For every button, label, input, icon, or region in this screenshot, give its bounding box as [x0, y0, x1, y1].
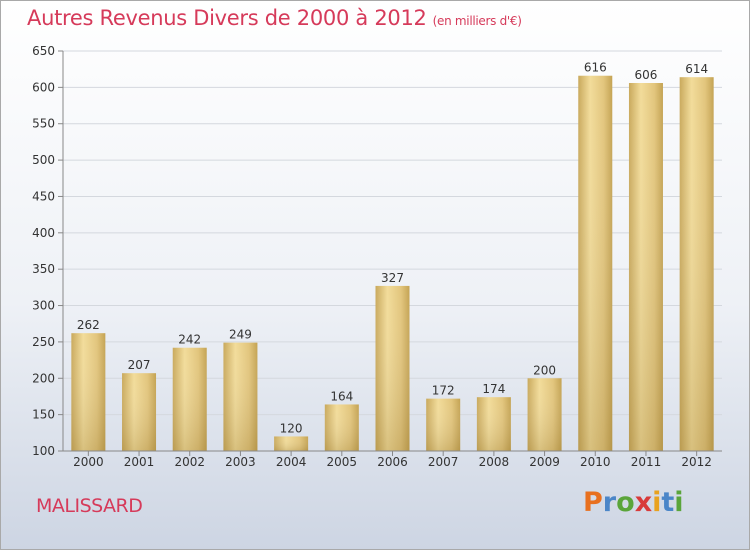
bar-2010: [578, 75, 613, 452]
place-name: MALISSARD: [36, 495, 143, 517]
y-tick-label-400: 400: [32, 226, 55, 240]
bar-shade-2000: [71, 333, 106, 451]
y-tick-label-600: 600: [32, 80, 55, 94]
y-tick-label-200: 200: [32, 371, 55, 385]
bar-shade-2011: [628, 83, 663, 451]
bar-shade-2002: [172, 347, 207, 451]
logo-letter: i: [652, 487, 662, 518]
value-label-2008: 174: [482, 382, 505, 396]
bar-shade-2001: [122, 373, 157, 451]
value-label-2011: 606: [635, 68, 658, 82]
y-tick-label-150: 150: [32, 408, 55, 422]
chart-title: Autres Revenus Divers de 2000 à 2012 (en …: [27, 6, 522, 30]
axis-layer: 100 150 200 250 300 350 400 450 500 550 600 650 2000…: [32, 44, 722, 469]
bar-2002: [172, 347, 207, 451]
bar-2008: [476, 397, 511, 451]
y-tick-label-100: 100: [32, 444, 55, 458]
bar-2011: [628, 83, 663, 451]
x-tick-label-2005: 2005: [327, 455, 358, 469]
bar-shade-2012: [679, 77, 714, 451]
y-tick-label-250: 250: [32, 335, 55, 349]
bar-2005: [324, 404, 359, 451]
bar-2000: [71, 333, 106, 451]
bar-shade-2003: [223, 342, 258, 451]
x-tick-label-2010: 2010: [580, 455, 611, 469]
value-label-2004: 120: [280, 421, 303, 435]
x-tick-label-2003: 2003: [225, 455, 256, 469]
value-label-2010: 616: [584, 61, 607, 75]
x-tick-label-2001: 2001: [124, 455, 155, 469]
logo-letter: t: [661, 487, 675, 518]
y-tick-label-650: 650: [32, 44, 55, 58]
logo-letter: x: [634, 487, 653, 518]
logo-letter: i: [674, 487, 684, 518]
value-label-2007: 172: [432, 384, 455, 398]
proxiti-logo: Proxiti: [583, 487, 684, 518]
value-label-2003: 249: [229, 328, 252, 342]
y-tick-label-350: 350: [32, 262, 55, 276]
bar-shade-2008: [476, 397, 511, 451]
bar-shade-2006: [375, 285, 410, 451]
bar-2007: [426, 398, 461, 451]
value-label-2005: 164: [330, 389, 353, 403]
bar-2009: [527, 378, 562, 451]
x-tick-label-2011: 2011: [631, 455, 662, 469]
x-tick-label-2007: 2007: [428, 455, 459, 469]
value-label-2001: 207: [128, 358, 151, 372]
logo-letter: r: [602, 487, 617, 518]
bar-2004: [274, 436, 309, 451]
y-tick-label-300: 300: [32, 299, 55, 313]
bar-shade-2005: [324, 404, 359, 451]
bar-shade-2010: [578, 75, 613, 452]
bar-2012: [679, 77, 714, 451]
x-tick-label-2012: 2012: [681, 455, 712, 469]
bar-2001: [122, 373, 157, 451]
bar-shade-2007: [426, 398, 461, 451]
x-tick-label-2000: 2000: [73, 455, 104, 469]
y-tick-label-450: 450: [32, 189, 55, 203]
x-tick-label-2002: 2002: [174, 455, 205, 469]
logo-letter: P: [583, 487, 603, 518]
value-label-2000: 262: [77, 318, 100, 332]
y-tick-label-500: 500: [32, 153, 55, 167]
value-label-2002: 242: [178, 333, 201, 347]
x-tick-label-2009: 2009: [529, 455, 560, 469]
x-tick-label-2004: 2004: [276, 455, 307, 469]
bar-shade-2009: [527, 378, 562, 451]
bar-shade-2004: [274, 436, 309, 451]
bar-layer: 262 207 242 249 120 164 327 172 174 200 616 606 614: [71, 61, 714, 452]
value-label-2012: 614: [685, 62, 708, 76]
value-label-2009: 200: [533, 363, 556, 377]
value-label-2006: 327: [381, 271, 404, 285]
bar-2006: [375, 285, 410, 451]
unit-label: (en milliers d'€): [432, 14, 522, 28]
x-tick-label-2006: 2006: [377, 455, 408, 469]
bar-2003: [223, 342, 258, 451]
logo-letter: o: [616, 487, 635, 518]
y-tick-label-550: 550: [32, 117, 55, 131]
title-text: Autres Revenus Divers de 2000 à 2012: [27, 6, 427, 30]
x-tick-label-2008: 2008: [479, 455, 510, 469]
